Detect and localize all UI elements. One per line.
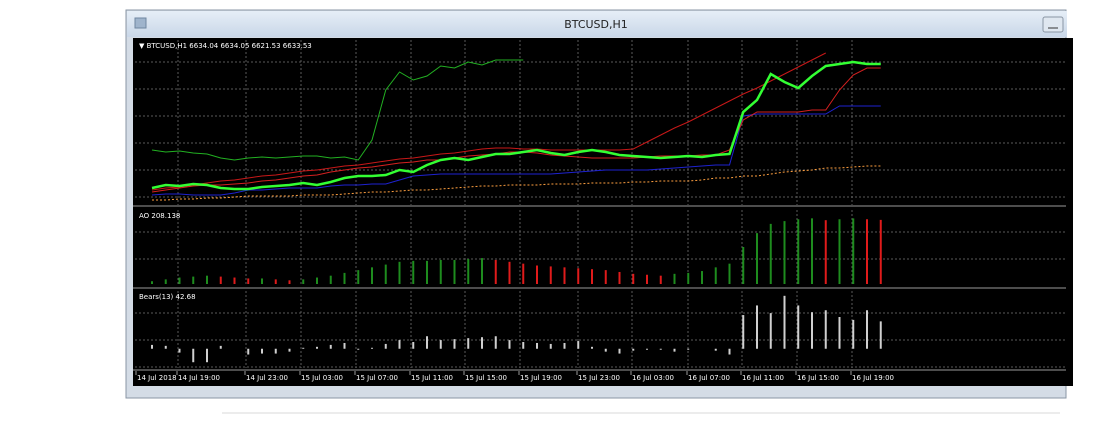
series-line [151,105,881,196]
time-axis [133,371,1067,385]
series-line [151,59,524,161]
time-label: 16 Jul 11:00 [742,374,784,382]
window-title: BTCUSD,H1 [564,18,628,31]
series-line [151,52,826,191]
time-label: 16 Jul 03:00 [632,374,674,382]
title-bar [127,11,1067,37]
pane-label: AO 208.138 [139,212,180,220]
time-label: 15 Jul 19:00 [520,374,562,382]
time-label: 14 Jul 23:00 [246,374,288,382]
time-label: 15 Jul 11:00 [411,374,453,382]
time-label: 16 Jul 07:00 [688,374,730,382]
window-icon[interactable] [134,17,147,29]
chart-area [133,38,1073,386]
time-label: 14 Jul 2018 [137,374,177,382]
time-label: 15 Jul 23:00 [578,374,620,382]
time-label: 16 Jul 19:00 [852,374,894,382]
panes: ▼ BTCUSD,H1 6634.04 6634.05 6621.53 6633… [133,40,1067,385]
series-line [151,60,881,191]
series-line [152,165,881,201]
time-label: 15 Jul 03:00 [301,374,343,382]
minimize-button[interactable] [1042,16,1064,33]
pane-label: Bears(13) 42.68 [139,293,196,301]
pane-label: ▼ BTCUSD,H1 6634.04 6634.05 6621.53 6633… [139,42,312,50]
time-label: 15 Jul 15:00 [465,374,507,382]
time-label: 15 Jul 07:00 [356,374,398,382]
time-label: 16 Jul 15:00 [797,374,839,382]
time-label: 14 Jul 19:00 [178,374,220,382]
